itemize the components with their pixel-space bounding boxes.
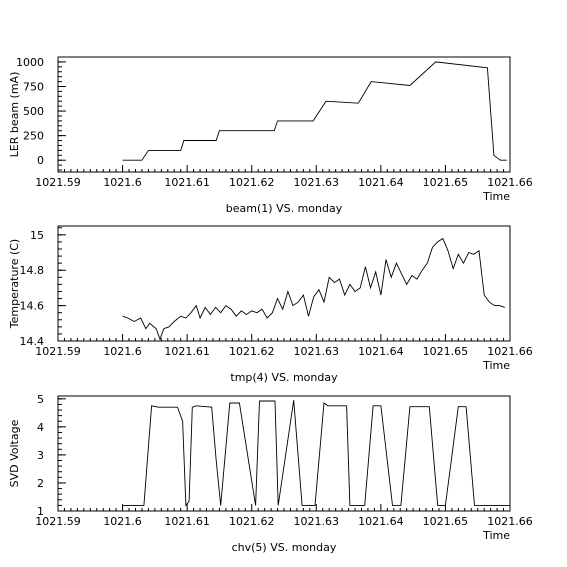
x-tick-label: 1021.63: [294, 176, 340, 189]
x-tick-label: 1021.62: [229, 515, 275, 528]
series-line-3: [122, 400, 510, 507]
x-axis-label: beam(1) VS. monday: [226, 202, 343, 215]
x-tick-label: 1021.62: [229, 176, 275, 189]
y-tick-label: 15: [30, 229, 44, 242]
y-tick-label: 4: [37, 421, 44, 434]
y-tick-label: 14.4: [20, 335, 45, 348]
y-axis-label: LER beam (mA): [8, 72, 21, 158]
plot-frame-3: [57, 395, 511, 512]
x-tick-label: 1021.63: [294, 515, 340, 528]
y-tick-label: 1: [37, 505, 44, 518]
x-tick-label: 1021.65: [423, 345, 469, 358]
x-tick-label: 1021.6: [103, 515, 142, 528]
y-tick-label: 14.6: [20, 300, 45, 313]
y-tick-label: 14.8: [20, 264, 45, 277]
y-tick-label: 5: [37, 393, 44, 406]
x-tick-label: 1021.64: [358, 515, 404, 528]
x-tick-label: 1021.6: [103, 345, 142, 358]
y-axis-label: SVD Voltage: [8, 419, 21, 487]
y-tick-label: 750: [23, 80, 44, 93]
y-tick-label: 1000: [16, 56, 44, 69]
x-tick-label: 1021.66: [487, 176, 533, 189]
x-tick-label: 1021.59: [35, 176, 81, 189]
x-axis-name: Time: [482, 529, 510, 542]
x-tick-label: 1021.59: [35, 515, 81, 528]
x-tick-label: 1021.66: [487, 515, 533, 528]
x-tick-label: 1021.6: [103, 176, 142, 189]
x-axis-label: tmp(4) VS. monday: [230, 371, 338, 384]
x-axis-name: Time: [482, 190, 510, 203]
x-tick-label: 1021.66: [487, 345, 533, 358]
series-line-2: [122, 237, 505, 341]
y-axis-label: Temperature (C): [8, 239, 21, 329]
x-axis-name: Time: [482, 359, 510, 372]
x-tick-label: 1021.62: [229, 345, 275, 358]
x-tick-label: 1021.65: [423, 515, 469, 528]
x-tick-label: 1021.61: [164, 515, 210, 528]
x-tick-label: 1021.59: [35, 345, 81, 358]
y-tick-label: 500: [23, 105, 44, 118]
x-tick-label: 1021.63: [294, 345, 340, 358]
plot-frame-2: [57, 225, 511, 342]
y-tick-label: 3: [37, 449, 44, 462]
plot-frame-1: [57, 56, 511, 173]
x-tick-label: 1021.61: [164, 345, 210, 358]
x-tick-label: 1021.61: [164, 176, 210, 189]
y-tick-label: 0: [37, 154, 44, 167]
x-tick-label: 1021.65: [423, 176, 469, 189]
x-tick-label: 1021.64: [358, 345, 404, 358]
x-tick-label: 1021.64: [358, 176, 404, 189]
x-axis-label: chv(5) VS. monday: [232, 541, 337, 554]
y-tick-label: 250: [23, 130, 44, 143]
y-tick-label: 2: [37, 477, 44, 490]
series-line-1: [122, 61, 507, 161]
